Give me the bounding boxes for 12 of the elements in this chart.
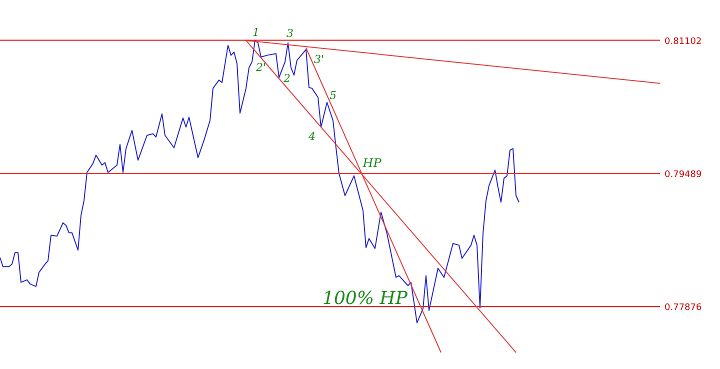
annotation: HP xyxy=(362,156,382,170)
annotation: 5 xyxy=(330,89,336,102)
annotation: 4 xyxy=(308,130,316,143)
annotation: 2' xyxy=(254,61,266,74)
annotation: 1 xyxy=(252,26,260,39)
y-tick-label: 0.79489 xyxy=(664,170,702,180)
annotation: 100% HP xyxy=(322,288,408,309)
annotation: 3' xyxy=(314,53,324,66)
annotation: 2 xyxy=(282,72,290,85)
y-tick-label: 0.77876 xyxy=(664,303,702,314)
y-tick-label: 0.81102 xyxy=(664,36,702,47)
annotation: 3 xyxy=(286,27,294,40)
